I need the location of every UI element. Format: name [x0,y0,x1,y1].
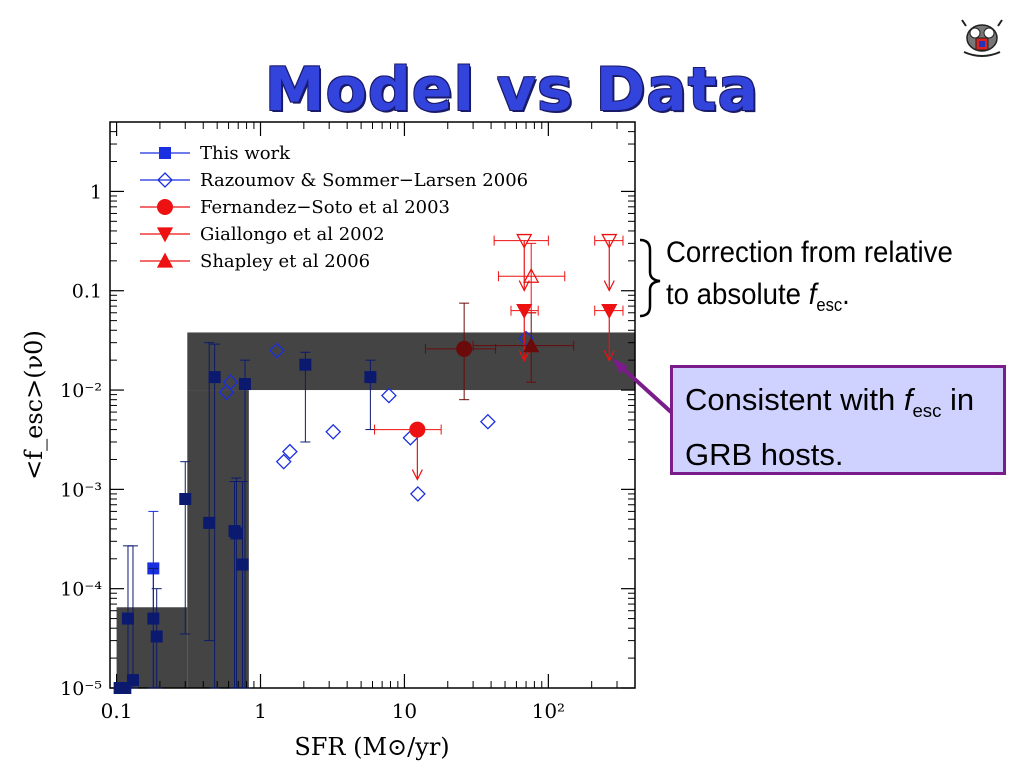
data-point-series-1 [479,413,496,430]
consistent-callout-box: Consistent with fesc in GRB hosts. [670,365,1006,475]
data-point-series-1 [281,443,298,460]
data-point-series-3 [601,304,618,320]
legend-label: Shapley et al 2006 [200,251,370,272]
data-point-series-1 [275,453,292,470]
legend-marker [159,147,171,159]
data-point-series-4 [516,233,533,249]
data-point-series-0 [121,612,134,625]
data-point-series-5 [523,337,540,353]
y-tick-label: 10⁻² [60,380,102,402]
consistent-line2: GRB hosts. [685,437,844,473]
data-point-series-2 [409,421,426,438]
y-tick-label: 10⁻⁴ [60,579,102,601]
upper-limit-arrowhead [518,280,530,292]
data-point-series-1 [222,374,239,391]
y-tick-label: 1 [90,181,102,203]
legend-label: This work [200,143,291,164]
data-point-series-1 [380,387,397,404]
consistent-f: f [903,382,913,417]
legend-marker [157,172,173,188]
upper-limit-arrowhead [411,469,423,481]
consistent-sub: esc [912,400,942,422]
data-point-series-0 [147,612,160,625]
callout-arrow [616,362,673,414]
data-point-series-3 [516,304,533,320]
legend-label: Fernandez−Soto et al 2003 [200,197,450,218]
data-point-series-6 [523,267,540,283]
data-point-series-1 [409,485,426,502]
legend-marker [156,227,174,243]
data-point-series-0 [126,674,139,687]
data-point-series-0 [364,371,377,384]
data-point-series-1 [325,423,342,440]
upper-limit-arrowhead [518,350,530,363]
data-point-series-2 [456,340,473,357]
upper-limit-arrowhead [603,280,615,292]
correction-line1: Correction from relative [666,236,953,269]
correction-f: f [808,278,817,311]
consistent-suffix: in [941,382,975,417]
data-point-series-0 [150,630,163,643]
x-tick-label: 0.1 [101,699,133,723]
data-point-series-0 [203,516,216,529]
data-point-series-1 [268,342,285,359]
plot-area: 0.1 1 10 10² 10⁻⁵ 10⁻⁴ 10⁻³ 10⁻² 0.1 1 This work Ra… [60,121,673,723]
callout-arrowhead [612,358,628,374]
y-tick-label: 10⁻³ [60,479,102,501]
consistent-prefix: Consistent with [685,382,904,417]
correction-annotation: Correction from relative to absolute fes… [666,232,988,326]
legend-label: Razoumov & Sommer−Larsen 2006 [200,170,528,191]
data-point-series-0 [179,492,192,505]
shaded-region-2 [187,332,635,391]
correction-brace [639,238,661,318]
x-tick-label: 10 [392,699,417,723]
x-axis-label: SFR (M⊙/yr) [294,733,449,761]
data-point-series-0 [238,378,251,391]
y-tick-label: 0.1 [72,281,102,303]
data-point-series-1 [218,384,235,401]
y-tick-label: 10⁻⁵ [60,678,102,700]
correction-suffix: . [842,278,850,311]
upper-limit-arrowhead [603,350,615,363]
correction-line2-prefix: to absolute [666,278,809,311]
data-point-series-0 [236,558,249,571]
legend-marker [157,199,173,215]
legend-marker [156,252,174,268]
y-axis-label: <f_esc>(ν0) [20,330,48,480]
x-tick-label: 10² [532,699,565,723]
x-tick-label: 1 [254,699,267,723]
data-point-series-0 [230,527,243,540]
slide-title: Model vs Data [264,55,760,125]
legend-label: Giallongo et al 2002 [200,224,385,245]
data-point-series-0 [299,358,312,371]
university-crest-logo [961,19,1003,57]
data-point-series-4 [601,233,618,249]
data-point-series-0 [208,371,221,384]
correction-sub: esc [816,295,843,315]
